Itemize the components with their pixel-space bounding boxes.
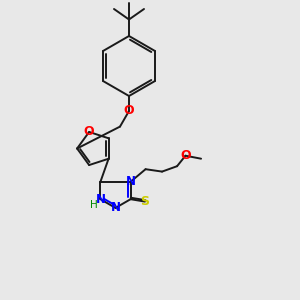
- Text: O: O: [124, 104, 134, 118]
- Text: H: H: [90, 200, 98, 210]
- Text: O: O: [180, 149, 191, 162]
- Text: S: S: [140, 195, 149, 208]
- Text: O: O: [84, 125, 94, 139]
- Text: N: N: [126, 175, 136, 188]
- Text: N: N: [95, 193, 105, 206]
- Text: N: N: [110, 201, 121, 214]
